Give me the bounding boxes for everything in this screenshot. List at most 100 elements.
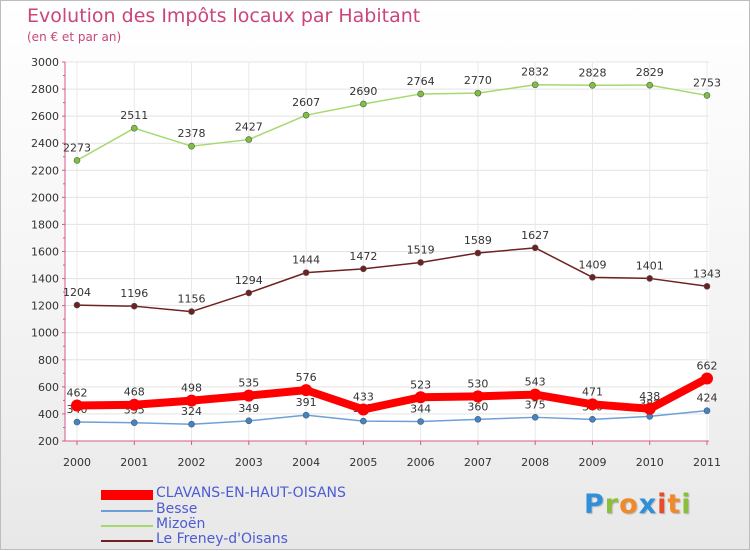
data-point-besse — [302, 411, 310, 419]
data-label-besse: 349 — [238, 402, 259, 415]
data-label-besse: 391 — [296, 396, 317, 409]
y-tick-label: 3000 — [31, 56, 59, 69]
data-point-besse — [245, 417, 253, 425]
series-line-le-freney-d-oisans — [76, 247, 708, 313]
data-point-le-freney-d-oisans — [703, 282, 711, 290]
data-label-clavans-en-haut-oisans: 468 — [124, 386, 145, 399]
data-label-le-freney-d-oisans: 1156 — [178, 293, 206, 306]
series-line-mizo-n — [76, 83, 708, 162]
data-label-mizo-n: 2832 — [521, 66, 549, 79]
y-tick-label: 200 — [38, 435, 59, 448]
data-point-le-freney-d-oisans — [302, 269, 310, 276]
data-label-mizo-n: 2764 — [407, 75, 435, 88]
data-point-mizo-n — [360, 100, 367, 108]
data-label-le-freney-d-oisans: 1294 — [235, 274, 263, 287]
data-point-mizo-n — [73, 157, 81, 164]
series-line-clavans-en-haut-oisans — [73, 374, 711, 414]
data-label-besse: 324 — [181, 405, 202, 418]
x-tick-label: 2002 — [178, 456, 206, 469]
data-point-mizo-n — [703, 92, 711, 99]
data-label-clavans-en-haut-oisans: 576 — [296, 371, 317, 384]
legend-swatch-clavans — [101, 490, 153, 500]
data-label-le-freney-d-oisans: 1627 — [521, 229, 549, 242]
data-label-besse: 424 — [697, 392, 718, 405]
data-point-mizo-n — [188, 142, 195, 150]
chart-title: Evolution des Impôts locaux par Habitant — [27, 5, 421, 27]
data-label-clavans-en-haut-oisans: 523 — [410, 378, 431, 391]
data-point-besse — [531, 414, 539, 421]
data-point-le-freney-d-oisans — [474, 249, 482, 257]
proxiti-logo: Proxiti — [584, 489, 692, 520]
data-label-le-freney-d-oisans: 1343 — [693, 267, 721, 280]
data-label-clavans-en-haut-oisans: 438 — [639, 390, 660, 403]
data-label-mizo-n: 2378 — [178, 127, 206, 140]
legend-label-freney: Le Freney-d'Oisans — [156, 531, 288, 547]
data-label-clavans-en-haut-oisans: 433 — [353, 390, 374, 403]
y-tick-label: 2000 — [31, 191, 59, 204]
legend-label-besse: Besse — [156, 501, 198, 517]
data-point-besse — [360, 417, 367, 425]
data-point-clavans-en-haut-oisans — [529, 388, 542, 401]
data-label-mizo-n: 2273 — [63, 141, 91, 154]
data-label-mizo-n: 2690 — [349, 85, 377, 98]
x-tick-label: 2007 — [464, 456, 492, 469]
data-point-mizo-n — [589, 81, 596, 89]
data-label-mizo-n: 2828 — [578, 66, 606, 79]
data-point-mizo-n — [646, 81, 654, 89]
data-point-besse — [130, 419, 138, 427]
data-label-besse: 344 — [410, 403, 431, 416]
data-point-besse — [474, 416, 482, 423]
data-label-clavans-en-haut-oisans: 543 — [525, 376, 546, 389]
x-tick-label: 2005 — [349, 456, 377, 469]
y-tick-label: 1400 — [31, 273, 59, 286]
data-point-le-freney-d-oisans — [589, 274, 596, 281]
data-point-clavans-en-haut-oisans — [701, 372, 713, 385]
data-label-clavans-en-haut-oisans: 471 — [582, 385, 603, 398]
x-tick-label: 2011 — [693, 456, 721, 469]
x-tick-label: 2003 — [235, 456, 263, 469]
logo-letter: i — [657, 489, 668, 520]
data-point-clavans-en-haut-oisans — [643, 402, 656, 415]
x-tick-label: 2009 — [578, 456, 606, 469]
data-point-clavans-en-haut-oisans — [357, 403, 370, 416]
x-tick-label: 2001 — [120, 456, 148, 469]
data-point-besse — [417, 418, 424, 425]
data-point-clavans-en-haut-oisans — [71, 399, 83, 412]
data-label-mizo-n: 2511 — [120, 109, 148, 122]
data-label-le-freney-d-oisans: 1519 — [407, 243, 435, 256]
data-label-mizo-n: 2770 — [464, 74, 492, 87]
data-point-le-freney-d-oisans — [73, 301, 81, 309]
logo-letter: o — [619, 489, 639, 520]
y-tick-label: 1600 — [31, 246, 59, 259]
y-tick-label: 1800 — [31, 218, 59, 231]
data-label-clavans-en-haut-oisans: 530 — [467, 377, 488, 390]
legend-label-mizoen: Mizoën — [156, 516, 206, 532]
y-tick-label: 2800 — [31, 83, 59, 96]
y-tick-label: 800 — [38, 354, 59, 367]
data-label-le-freney-d-oisans: 1204 — [63, 286, 91, 299]
data-label-besse: 360 — [467, 400, 488, 413]
data-point-le-freney-d-oisans — [188, 308, 195, 315]
x-tick-label: 2004 — [292, 456, 320, 469]
data-label-le-freney-d-oisans: 1472 — [349, 250, 377, 263]
legend-swatch-mizoen — [101, 525, 153, 527]
logo-letter: t — [667, 489, 682, 520]
data-point-mizo-n — [531, 81, 539, 89]
data-label-clavans-en-haut-oisans: 462 — [67, 387, 88, 400]
data-label-mizo-n: 2753 — [693, 76, 721, 89]
data-point-mizo-n — [245, 136, 253, 143]
x-tick-label: 2006 — [407, 456, 435, 469]
data-point-mizo-n — [302, 111, 310, 119]
legend-swatch-freney — [101, 540, 153, 542]
y-tick-label: 1200 — [31, 300, 59, 313]
data-label-mizo-n: 2829 — [636, 66, 664, 79]
data-point-clavans-en-haut-oisans — [471, 390, 484, 403]
data-point-le-freney-d-oisans — [531, 244, 539, 252]
series-line-besse — [76, 409, 708, 425]
data-label-mizo-n: 2607 — [292, 96, 320, 109]
data-label-le-freney-d-oisans: 1401 — [636, 259, 664, 272]
data-point-mizo-n — [417, 90, 424, 98]
data-point-clavans-en-haut-oisans — [586, 398, 599, 411]
